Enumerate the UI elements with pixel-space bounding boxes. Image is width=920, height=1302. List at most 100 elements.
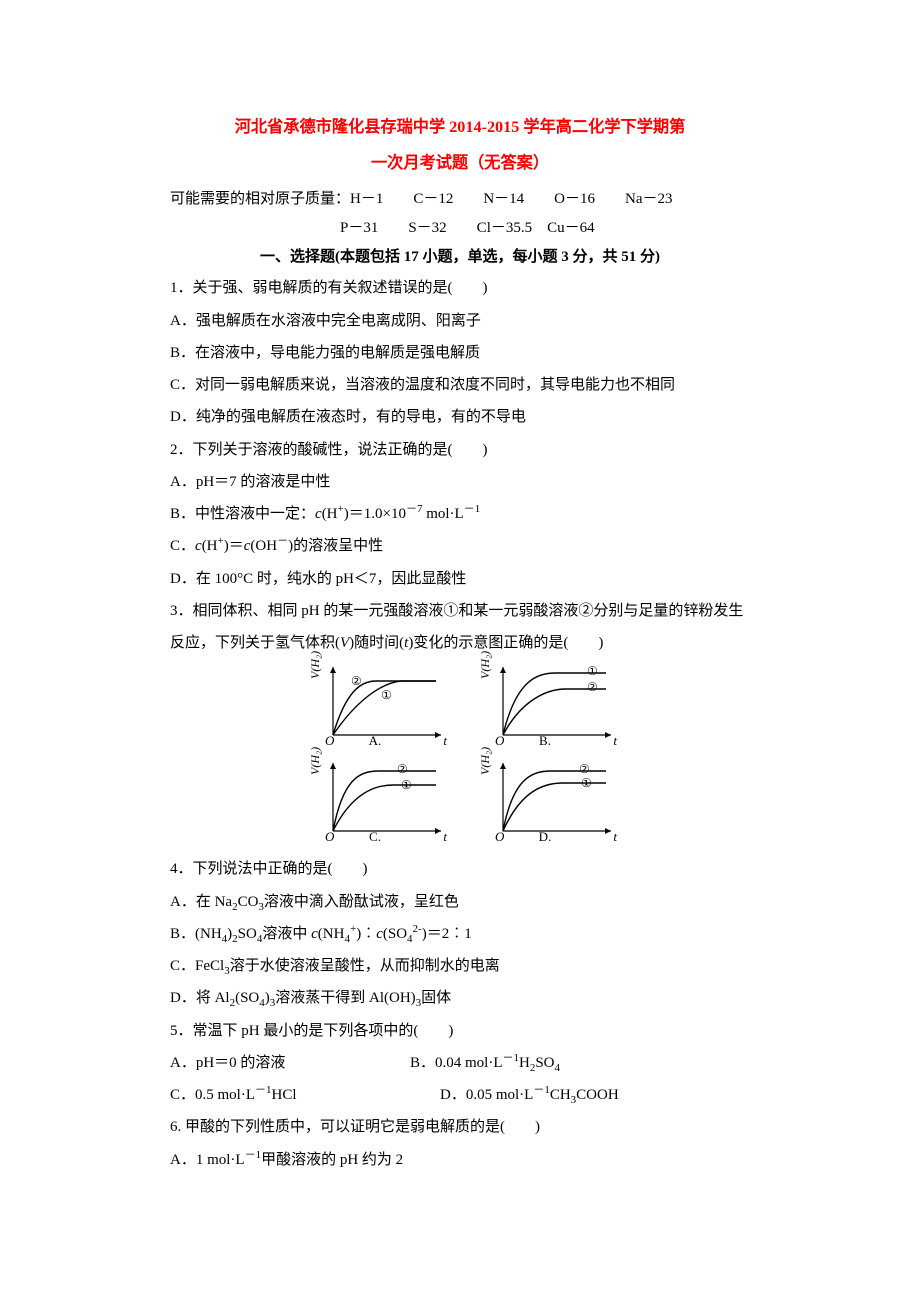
q2-b-c: c — [315, 506, 322, 522]
q2-a: A．pH＝7 的溶液是中性 — [170, 466, 750, 498]
q3-b-cap: B. — [539, 727, 551, 755]
q3-c-origin: O — [325, 823, 334, 851]
q4-a-mid: CO — [238, 894, 259, 910]
q4-b-so4bsup: 2- — [413, 923, 422, 935]
q4-b-end: )＝2︰1 — [422, 926, 472, 942]
q5-stem: 5．常温下 pH 最小的是下列各项中的( ) — [170, 1015, 750, 1047]
page-title: 河北省承德市隆化县存瑞中学 2014-2015 学年高二化学下学期第 一次月考试… — [170, 110, 750, 181]
q3-c-xlabel: t — [443, 823, 447, 851]
q4-c: C．FeCl3溶于水使溶液呈酸性，从而抑制水的电离 — [170, 950, 750, 982]
q2-b-eq: )＝1.0×10 — [344, 506, 406, 522]
q5-b-mid: H — [519, 1055, 530, 1071]
masses-line1: 可能需要的相对原子质量：H－1 C－12 N－14 O－16 Na－23 — [170, 185, 750, 214]
q5-c-exp: －1 — [255, 1084, 272, 1096]
q3-d-xlabel: t — [613, 823, 617, 851]
q3-stem2-end: )变化的示意图正确的是( ) — [408, 635, 603, 651]
q2-b-exp2: －1 — [464, 503, 481, 515]
q3-stem2: 反应，下列关于氢气体积(V)随时间(t)变化的示意图正确的是( ) — [170, 627, 750, 659]
q3-d-cap: D. — [539, 823, 552, 851]
q2-c-oh: (OH — [250, 538, 277, 554]
q5-b-pre: B．0.04 mol·L — [410, 1055, 503, 1071]
q4-b-so4: SO — [238, 926, 257, 942]
section-heading: 一、选择题(本题包括 17 小题，单选，每小题 3 分，共 51 分) — [170, 242, 750, 272]
q3-a-curve1: ① — [381, 683, 392, 709]
q4-b-nh4: (NH — [318, 926, 345, 942]
q4-d-end: 固体 — [421, 990, 451, 1006]
title-line1: 河北省承德市隆化县存瑞中学 2014-2015 学年高二化学下学期第 — [170, 110, 750, 146]
q2-stem: 2．下列关于溶液的酸碱性，说法正确的是( ) — [170, 434, 750, 466]
q2-b-h: (H — [322, 506, 338, 522]
q6-a-pre: A．1 mol·L — [170, 1152, 245, 1168]
q3-plot-b: V(H₂) O t B. ① ② — [471, 661, 619, 753]
q2-c-mid: )＝ — [224, 538, 244, 554]
q3-row2: V(H₂) O t C. ② ① V(H₂) — [301, 757, 619, 849]
q4-b-mid: 溶液中 — [262, 926, 311, 942]
q3-stem2-v: V — [340, 635, 349, 651]
q3-charts: V(H₂) O t A. ② ① V(H₂) — [170, 661, 750, 849]
q6-stem: 6. 甲酸的下列性质中，可以证明它是弱电解质的是( ) — [170, 1111, 750, 1143]
q3-b-xlabel: t — [613, 727, 617, 755]
q3-stem2-mid: )随时间( — [349, 635, 404, 651]
q4-d-pre: D．将 Al — [170, 990, 230, 1006]
q6-options: A．1 mol·L－1甲酸溶液的 pH 约为 2 — [170, 1144, 750, 1176]
q2-b-exp: －7 — [406, 503, 423, 515]
q5-a: A．pH＝0 的溶液 — [170, 1047, 410, 1079]
q2-c-pre: C． — [170, 538, 195, 554]
q4-b-c2: c — [376, 926, 383, 942]
q2-c-end: )的溶液呈中性 — [288, 538, 383, 554]
q5-c-end: HCl — [272, 1087, 297, 1103]
q2-options: A．pH＝7 的溶液是中性 B．中性溶液中一定：c(H+)＝1.0×10－7 m… — [170, 466, 750, 595]
q5-d-mid: CH — [550, 1087, 571, 1103]
exam-page: 河北省承德市隆化县存瑞中学 2014-2015 学年高二化学下学期第 一次月考试… — [0, 0, 920, 1302]
q4-d-so4: (SO — [235, 990, 259, 1006]
q1-d: D．纯净的强电解质在液态时，有的导电，有的不导电 — [170, 401, 750, 433]
q3-c-cap: C. — [369, 823, 381, 851]
q1-options: A．强电解质在水溶液中完全电离成阴、阳离子 B．在溶液中，导电能力强的电解质是强… — [170, 305, 750, 434]
q6-a-exp: －1 — [245, 1149, 262, 1161]
q2-c-m: － — [277, 535, 288, 547]
q5-c-pre: C．0.5 mol·L — [170, 1087, 255, 1103]
q4-c-pre: C．FeCl — [170, 958, 224, 974]
q3-stem2-pre: 反应，下列关于氢气体积( — [170, 635, 340, 651]
q4-b-so4b: (SO — [383, 926, 407, 942]
q4-d: D．将 Al2(SO4)3溶液蒸干得到 Al(OH)3固体 — [170, 982, 750, 1014]
atomic-masses: 可能需要的相对原子质量：H－1 C－12 N－14 O－16 Na－23 P－3… — [170, 185, 750, 242]
q4-a: A．在 Na2CO3溶液中滴入酚酞试液，呈红色 — [170, 886, 750, 918]
q2-b: B．中性溶液中一定：c(H+)＝1.0×10－7 mol·L－1 — [170, 498, 750, 530]
q5-d: D．0.05 mol·L－1CH3COOH — [440, 1079, 619, 1111]
q3-d-ylabel: V(H₂) — [473, 747, 499, 775]
q5-b-end: SO — [535, 1055, 554, 1071]
q1-a: A．强电解质在水溶液中完全电离成阴、阳离子 — [170, 305, 750, 337]
q3-c-curve1: ① — [401, 773, 412, 799]
q3-d-origin: O — [495, 823, 504, 851]
q2-c: C．c(H+)＝c(OH－)的溶液呈中性 — [170, 530, 750, 562]
q5-d-pre: D．0.05 mol·L — [440, 1087, 533, 1103]
q2-d: D．在 100°C 时，纯水的 pH＜7，因此显酸性 — [170, 563, 750, 595]
q6-a-end: 甲酸溶液的 pH 约为 2 — [261, 1152, 403, 1168]
q3-a-ylabel: V(H₂) — [303, 651, 329, 679]
q5-row2: C．0.5 mol·L－1HCl D．0.05 mol·L－1CH3COOH — [170, 1079, 750, 1111]
q5-row1: A．pH＝0 的溶液 B．0.04 mol·L－1H2SO4 — [170, 1047, 750, 1079]
q4-a-pre: A．在 Na — [170, 894, 232, 910]
q3-plot-a: V(H₂) O t A. ② ① — [301, 661, 449, 753]
q4-b: B．(NH4)2SO4溶液中 c(NH4+)︰c(SO42-)＝2︰1 — [170, 918, 750, 950]
q3-stem1: 3．相同体积、相同 pH 的某一元强酸溶液①和某一元弱酸溶液②分别与足量的锌粉发… — [170, 595, 750, 627]
q6-a: A．1 mol·L－1甲酸溶液的 pH 约为 2 — [170, 1144, 750, 1176]
q4-b-pre: B．(NH — [170, 926, 222, 942]
q4-options: A．在 Na2CO3溶液中滴入酚酞试液，呈红色 B．(NH4)2SO4溶液中 c… — [170, 886, 750, 1015]
q2-c-h1: (H — [202, 538, 218, 554]
q3-row1: V(H₂) O t A. ② ① V(H₂) — [301, 661, 619, 753]
q3-plot-d: V(H₂) O t D. ② ① — [471, 757, 619, 849]
q5-b-exp: －1 — [503, 1052, 520, 1064]
q5-options: A．pH＝0 的溶液 B．0.04 mol·L－1H2SO4 C．0.5 mol… — [170, 1047, 750, 1112]
q2-b-pre: B．中性溶液中一定： — [170, 506, 315, 522]
q1-c: C．对同一弱电解质来说，当溶液的温度和浓度不同时，其导电能力也不相同 — [170, 369, 750, 401]
q4-stem: 4．下列说法中正确的是( ) — [170, 853, 750, 885]
q5-b: B．0.04 mol·L－1H2SO4 — [410, 1047, 560, 1079]
q4-c-end: 溶于水使溶液呈酸性，从而抑制水的电离 — [230, 958, 500, 974]
q3-a-cap: A. — [369, 727, 382, 755]
q3-b-curve2: ② — [587, 675, 598, 701]
masses-line2: P－31 S－32 Cl－35.5 Cu－64 — [170, 214, 750, 243]
q3-c-ylabel: V(H₂) — [303, 747, 329, 775]
q4-b-c1: c — [311, 926, 318, 942]
